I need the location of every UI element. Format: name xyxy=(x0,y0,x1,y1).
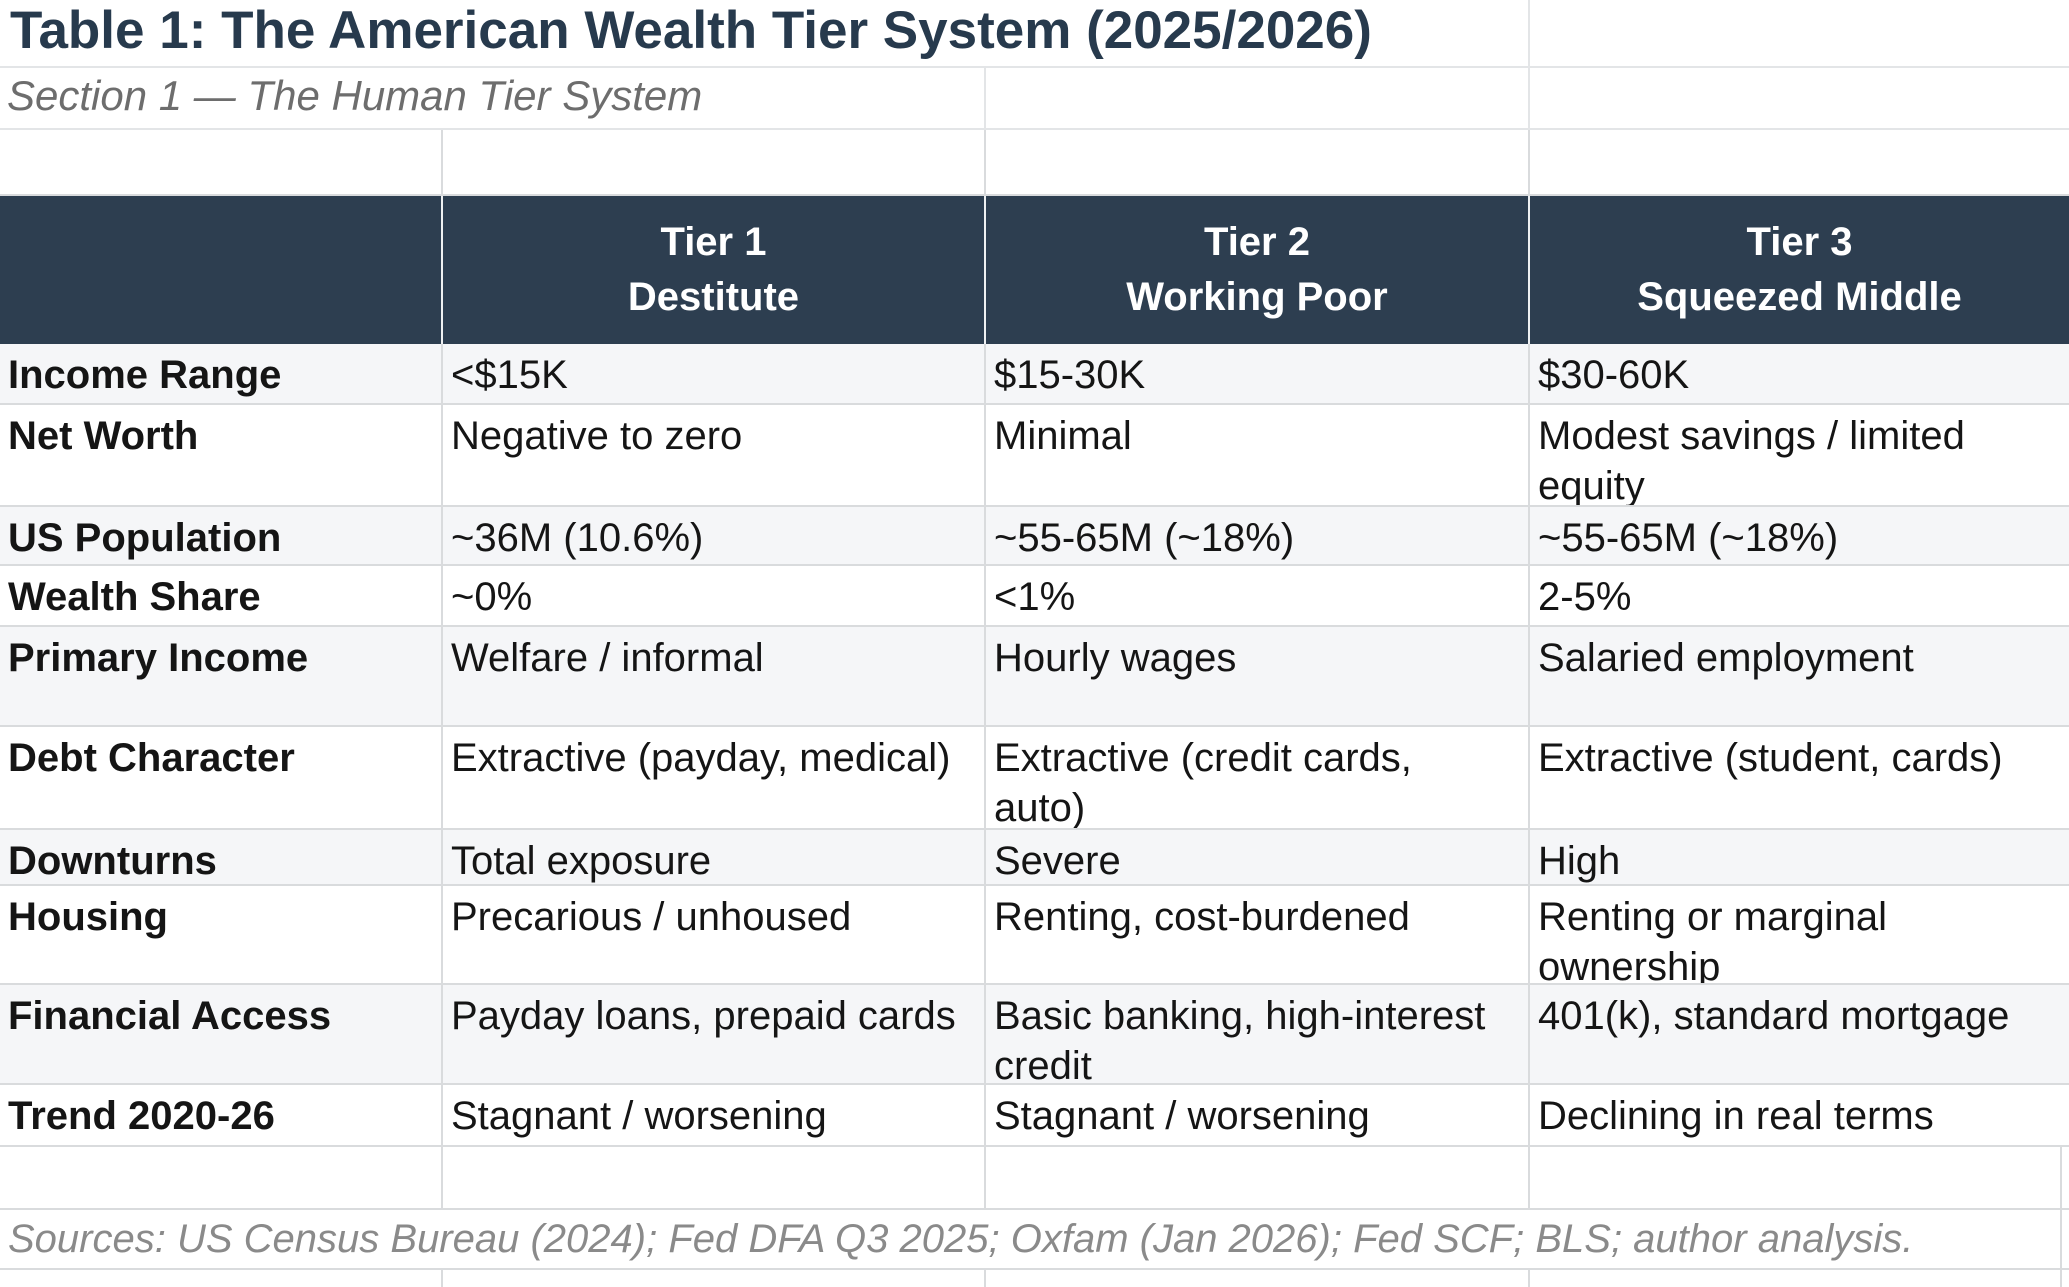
cell-tier3: 2-5% xyxy=(1538,575,1632,619)
row-label: Wealth Share xyxy=(0,566,443,625)
row-label: Housing xyxy=(0,886,443,983)
cell-tier2: <1% xyxy=(986,566,1530,625)
cell-tier3: Salaried employment xyxy=(1538,636,1914,680)
table-row-debt-character: Debt Character Extractive (payday, medic… xyxy=(0,727,2069,830)
cell-tier2: Renting, cost-burdened xyxy=(986,886,1530,983)
column-header-tier3: Tier 3 Squeezed Middle xyxy=(1637,220,1962,319)
column-header-row: Tier 1 Destitute Tier 2 Working Poor Tie… xyxy=(0,196,2069,344)
row-label: Financial Access xyxy=(0,985,443,1083)
cell-tier2: Minimal xyxy=(986,405,1530,505)
sources-note: Sources: US Census Bureau (2024); Fed DF… xyxy=(8,1216,1914,1261)
empty-cell xyxy=(986,1147,1530,1208)
table-row-trend: Trend 2020-26 Stagnant / worsening Stagn… xyxy=(0,1085,2069,1147)
row-label: US Population xyxy=(0,507,443,564)
empty-cell xyxy=(986,130,1530,194)
cell-tier3: Extractive (student, cards) xyxy=(1538,736,2003,780)
cell-tier3: Modest savings / limited equity xyxy=(1538,414,1965,505)
cell-tier3: Renting or marginal ownership xyxy=(1538,895,1888,983)
blank-row xyxy=(0,1147,2069,1210)
cell-tier1: <$15K xyxy=(443,344,986,403)
cell-tier1: ~0% xyxy=(443,566,986,625)
column-header-tier2: Tier 2 Working Poor xyxy=(986,196,1530,344)
right-gridline xyxy=(2060,1147,2062,1287)
table-row-housing: Housing Precarious / unhoused Renting, c… xyxy=(0,886,2069,985)
title-row: Table 1: The American Wealth Tier System… xyxy=(0,0,2069,68)
row-label: Downturns xyxy=(0,830,443,884)
cell-tier2: Hourly wages xyxy=(986,627,1530,725)
cell-tier2: $15-30K xyxy=(986,344,1530,403)
table-row-downturns: Downturns Total exposure Severe High xyxy=(0,830,2069,886)
title-filler-cell xyxy=(1530,0,2069,66)
cutoff-row xyxy=(0,1270,2069,1287)
section-subtitle: Section 1 — The Human Tier System xyxy=(7,72,703,119)
row-label: Income Range xyxy=(0,344,443,403)
table-row-us-population: US Population ~36M (10.6%) ~55-65M (~18%… xyxy=(0,507,2069,566)
blank-row xyxy=(0,130,2069,196)
title-cell: Table 1: The American Wealth Tier System… xyxy=(0,0,1530,66)
empty-cell xyxy=(443,130,986,194)
cell-tier2: Severe xyxy=(986,830,1530,884)
cell-tier2: Basic banking, high-interest credit xyxy=(986,985,1530,1083)
cell-tier1: Extractive (payday, medical) xyxy=(443,727,986,828)
empty-cell xyxy=(0,1270,443,1287)
cell-tier1: Precarious / unhoused xyxy=(443,886,986,983)
table-row-net-worth: Net Worth Negative to zero Minimal Modes… xyxy=(0,405,2069,507)
row-label: Net Worth xyxy=(0,405,443,505)
cell-tier3: ~55-65M (~18%) xyxy=(1538,516,1839,560)
row-label: Primary Income xyxy=(0,627,443,725)
table-row-primary-income: Primary Income Welfare / informal Hourly… xyxy=(0,627,2069,727)
cell-tier3: Declining in real terms xyxy=(1538,1094,1934,1138)
empty-cell xyxy=(1530,1147,2069,1208)
empty-cell xyxy=(1530,1270,2069,1287)
empty-cell xyxy=(1530,130,2069,194)
cell-tier1: Payday loans, prepaid cards xyxy=(443,985,986,1083)
subtitle-row: Section 1 — The Human Tier System xyxy=(0,68,2069,130)
row-label: Trend 2020-26 xyxy=(0,1085,443,1145)
cell-tier3: High xyxy=(1538,839,1621,883)
empty-cell xyxy=(986,68,1530,128)
cell-tier1: ~36M (10.6%) xyxy=(443,507,986,564)
empty-cell xyxy=(0,1147,443,1208)
cell-tier1: Total exposure xyxy=(443,830,986,884)
empty-cell xyxy=(0,130,443,194)
subtitle-cell: Section 1 — The Human Tier System xyxy=(0,68,986,128)
cell-tier1: Welfare / informal xyxy=(443,627,986,725)
cell-tier3: 401(k), standard mortgage xyxy=(1538,994,2010,1038)
sources-row: Sources: US Census Bureau (2024); Fed DF… xyxy=(0,1210,2069,1270)
empty-cell xyxy=(443,1147,986,1208)
cell-tier2: Stagnant / worsening xyxy=(986,1085,1530,1145)
empty-cell xyxy=(1530,68,2069,128)
table-row-wealth-share: Wealth Share ~0% <1% 2-5% xyxy=(0,566,2069,627)
column-header-blank xyxy=(0,196,443,344)
table-row-financial-access: Financial Access Payday loans, prepaid c… xyxy=(0,985,2069,1085)
cell-tier1: Negative to zero xyxy=(443,405,986,505)
cell-tier3: $30-60K xyxy=(1538,353,1690,397)
table-title: Table 1: The American Wealth Tier System… xyxy=(10,0,1372,60)
cell-tier1: Stagnant / worsening xyxy=(443,1085,986,1145)
empty-cell xyxy=(986,1270,1530,1287)
cell-tier2: Extractive (credit cards, auto) xyxy=(986,727,1530,828)
empty-cell xyxy=(443,1270,986,1287)
column-header-tier1: Tier 1 Destitute xyxy=(443,196,986,344)
cell-tier2: ~55-65M (~18%) xyxy=(986,507,1530,564)
row-label: Debt Character xyxy=(0,727,443,828)
table-row-income-range: Income Range <$15K $15-30K $30-60K xyxy=(0,344,2069,405)
